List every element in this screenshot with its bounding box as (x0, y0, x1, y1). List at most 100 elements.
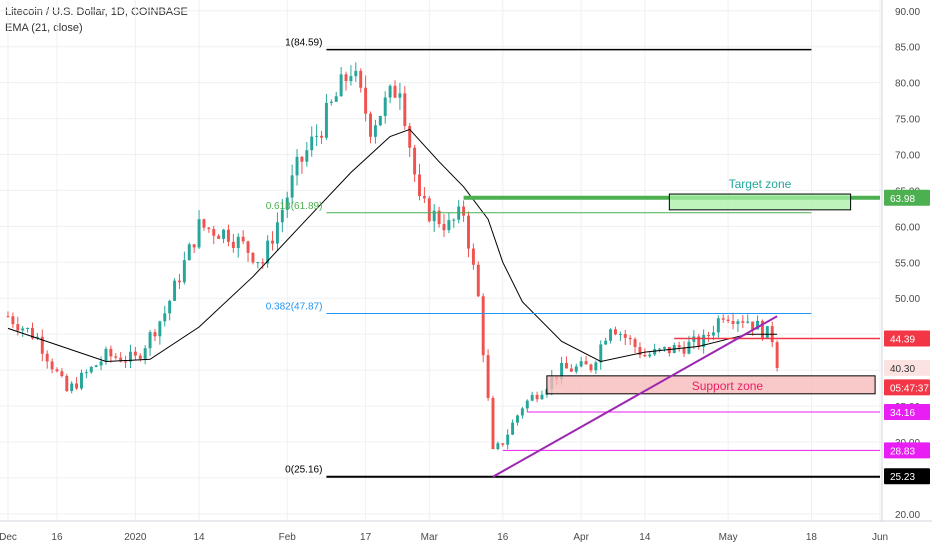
candle-body (476, 264, 480, 297)
candle-body (354, 70, 358, 77)
candle-body (432, 210, 436, 222)
candle-body (143, 348, 147, 359)
candle-body (6, 316, 10, 318)
candle-body (569, 368, 573, 372)
candle-body (628, 337, 632, 340)
time-tick-label: 16 (51, 532, 63, 543)
candle-body (300, 156, 304, 162)
symbol-title: Litecoin / U.S. Dollar, 1D, COINBASE (5, 6, 188, 18)
candle-body (574, 366, 578, 372)
price-tick-label: 90.00 (895, 7, 920, 18)
price-label-bg (884, 379, 930, 396)
candle-body (75, 383, 79, 389)
price-tick-label: 85.00 (895, 43, 920, 54)
candle-body (388, 85, 392, 98)
price-tick-label: 75.00 (895, 115, 920, 126)
candle-body (241, 236, 245, 242)
candle-body (285, 197, 289, 210)
candle-body (315, 135, 319, 137)
candle-body (138, 355, 142, 359)
price-label-bg (884, 189, 930, 206)
candle-body (334, 96, 338, 102)
candle-body (271, 240, 275, 244)
candle-body (222, 229, 226, 239)
candle-body (163, 313, 167, 322)
candle-body (403, 93, 407, 127)
candle-body (153, 332, 157, 337)
candle-body (26, 327, 30, 329)
candle-body (437, 210, 441, 225)
candle-body (60, 371, 64, 376)
time-tick-label: Feb (279, 532, 297, 543)
candle-body (324, 102, 328, 138)
price-label: 05:47:37 (890, 383, 929, 394)
candle-body (677, 345, 681, 348)
candle-body (114, 356, 118, 358)
price-label: 28.83 (890, 446, 915, 457)
candle-body (246, 241, 250, 253)
candle-body (50, 361, 54, 370)
candle-body (133, 351, 137, 356)
candle-body (11, 316, 15, 325)
time-tick-label: 17 (360, 532, 372, 543)
candle-body (129, 351, 132, 362)
candle-body (540, 394, 544, 400)
price-tick-label: 20.00 (895, 510, 920, 521)
candle-body (422, 196, 426, 199)
time-tick-label: Apr (573, 532, 589, 543)
target-zone-box (668, 193, 852, 211)
candle-body (623, 334, 627, 338)
candle-body (756, 320, 759, 330)
candle-body (217, 235, 221, 239)
candle-body (84, 372, 88, 374)
candle-body (643, 354, 647, 357)
time-tick-label: 16 (497, 532, 509, 543)
price-label: 40.30 (890, 364, 915, 375)
ema-legend: EMA (21, close) (5, 22, 83, 34)
candle-body (70, 383, 74, 392)
candle-body (413, 147, 417, 175)
candle-body (741, 321, 745, 323)
candle-body (721, 318, 725, 320)
price-label-bg (884, 442, 930, 459)
candle-body (369, 113, 372, 137)
candle-body (481, 296, 485, 356)
candle-body (148, 332, 152, 349)
candle-body (202, 219, 206, 228)
candle-body (21, 328, 25, 331)
candle-body (99, 361, 103, 366)
candle-body (305, 150, 309, 162)
price-tick-label: 70.00 (895, 151, 920, 162)
candle-body (736, 321, 740, 324)
price-tick-label: 55.00 (895, 258, 920, 269)
candle-body (760, 320, 764, 339)
time-tick-label: Mar (421, 532, 439, 543)
candle-body (35, 336, 39, 339)
candle-body (599, 344, 603, 363)
candle-body (31, 327, 34, 339)
candle-body (496, 443, 500, 450)
candle-body (261, 262, 265, 264)
candle-body (197, 219, 201, 248)
price-label-bg (884, 359, 930, 376)
candle-body (427, 198, 431, 222)
candles (6, 62, 779, 451)
price-label: 34.16 (890, 408, 915, 419)
candle-body (359, 70, 363, 88)
candle-body (613, 329, 617, 335)
candle-body (775, 342, 779, 368)
candle-body (320, 135, 323, 138)
candle-body (442, 224, 446, 231)
support-zone-box (546, 375, 876, 395)
price-label-bg (884, 468, 930, 485)
candle-body (275, 222, 279, 244)
candle-body (765, 326, 769, 339)
candle-body (579, 361, 583, 367)
candle-body (594, 362, 598, 371)
candle-body (682, 347, 686, 354)
candle-body (251, 252, 255, 263)
candle-body (418, 174, 421, 197)
candle-body (658, 348, 662, 350)
candle-body (447, 220, 451, 231)
